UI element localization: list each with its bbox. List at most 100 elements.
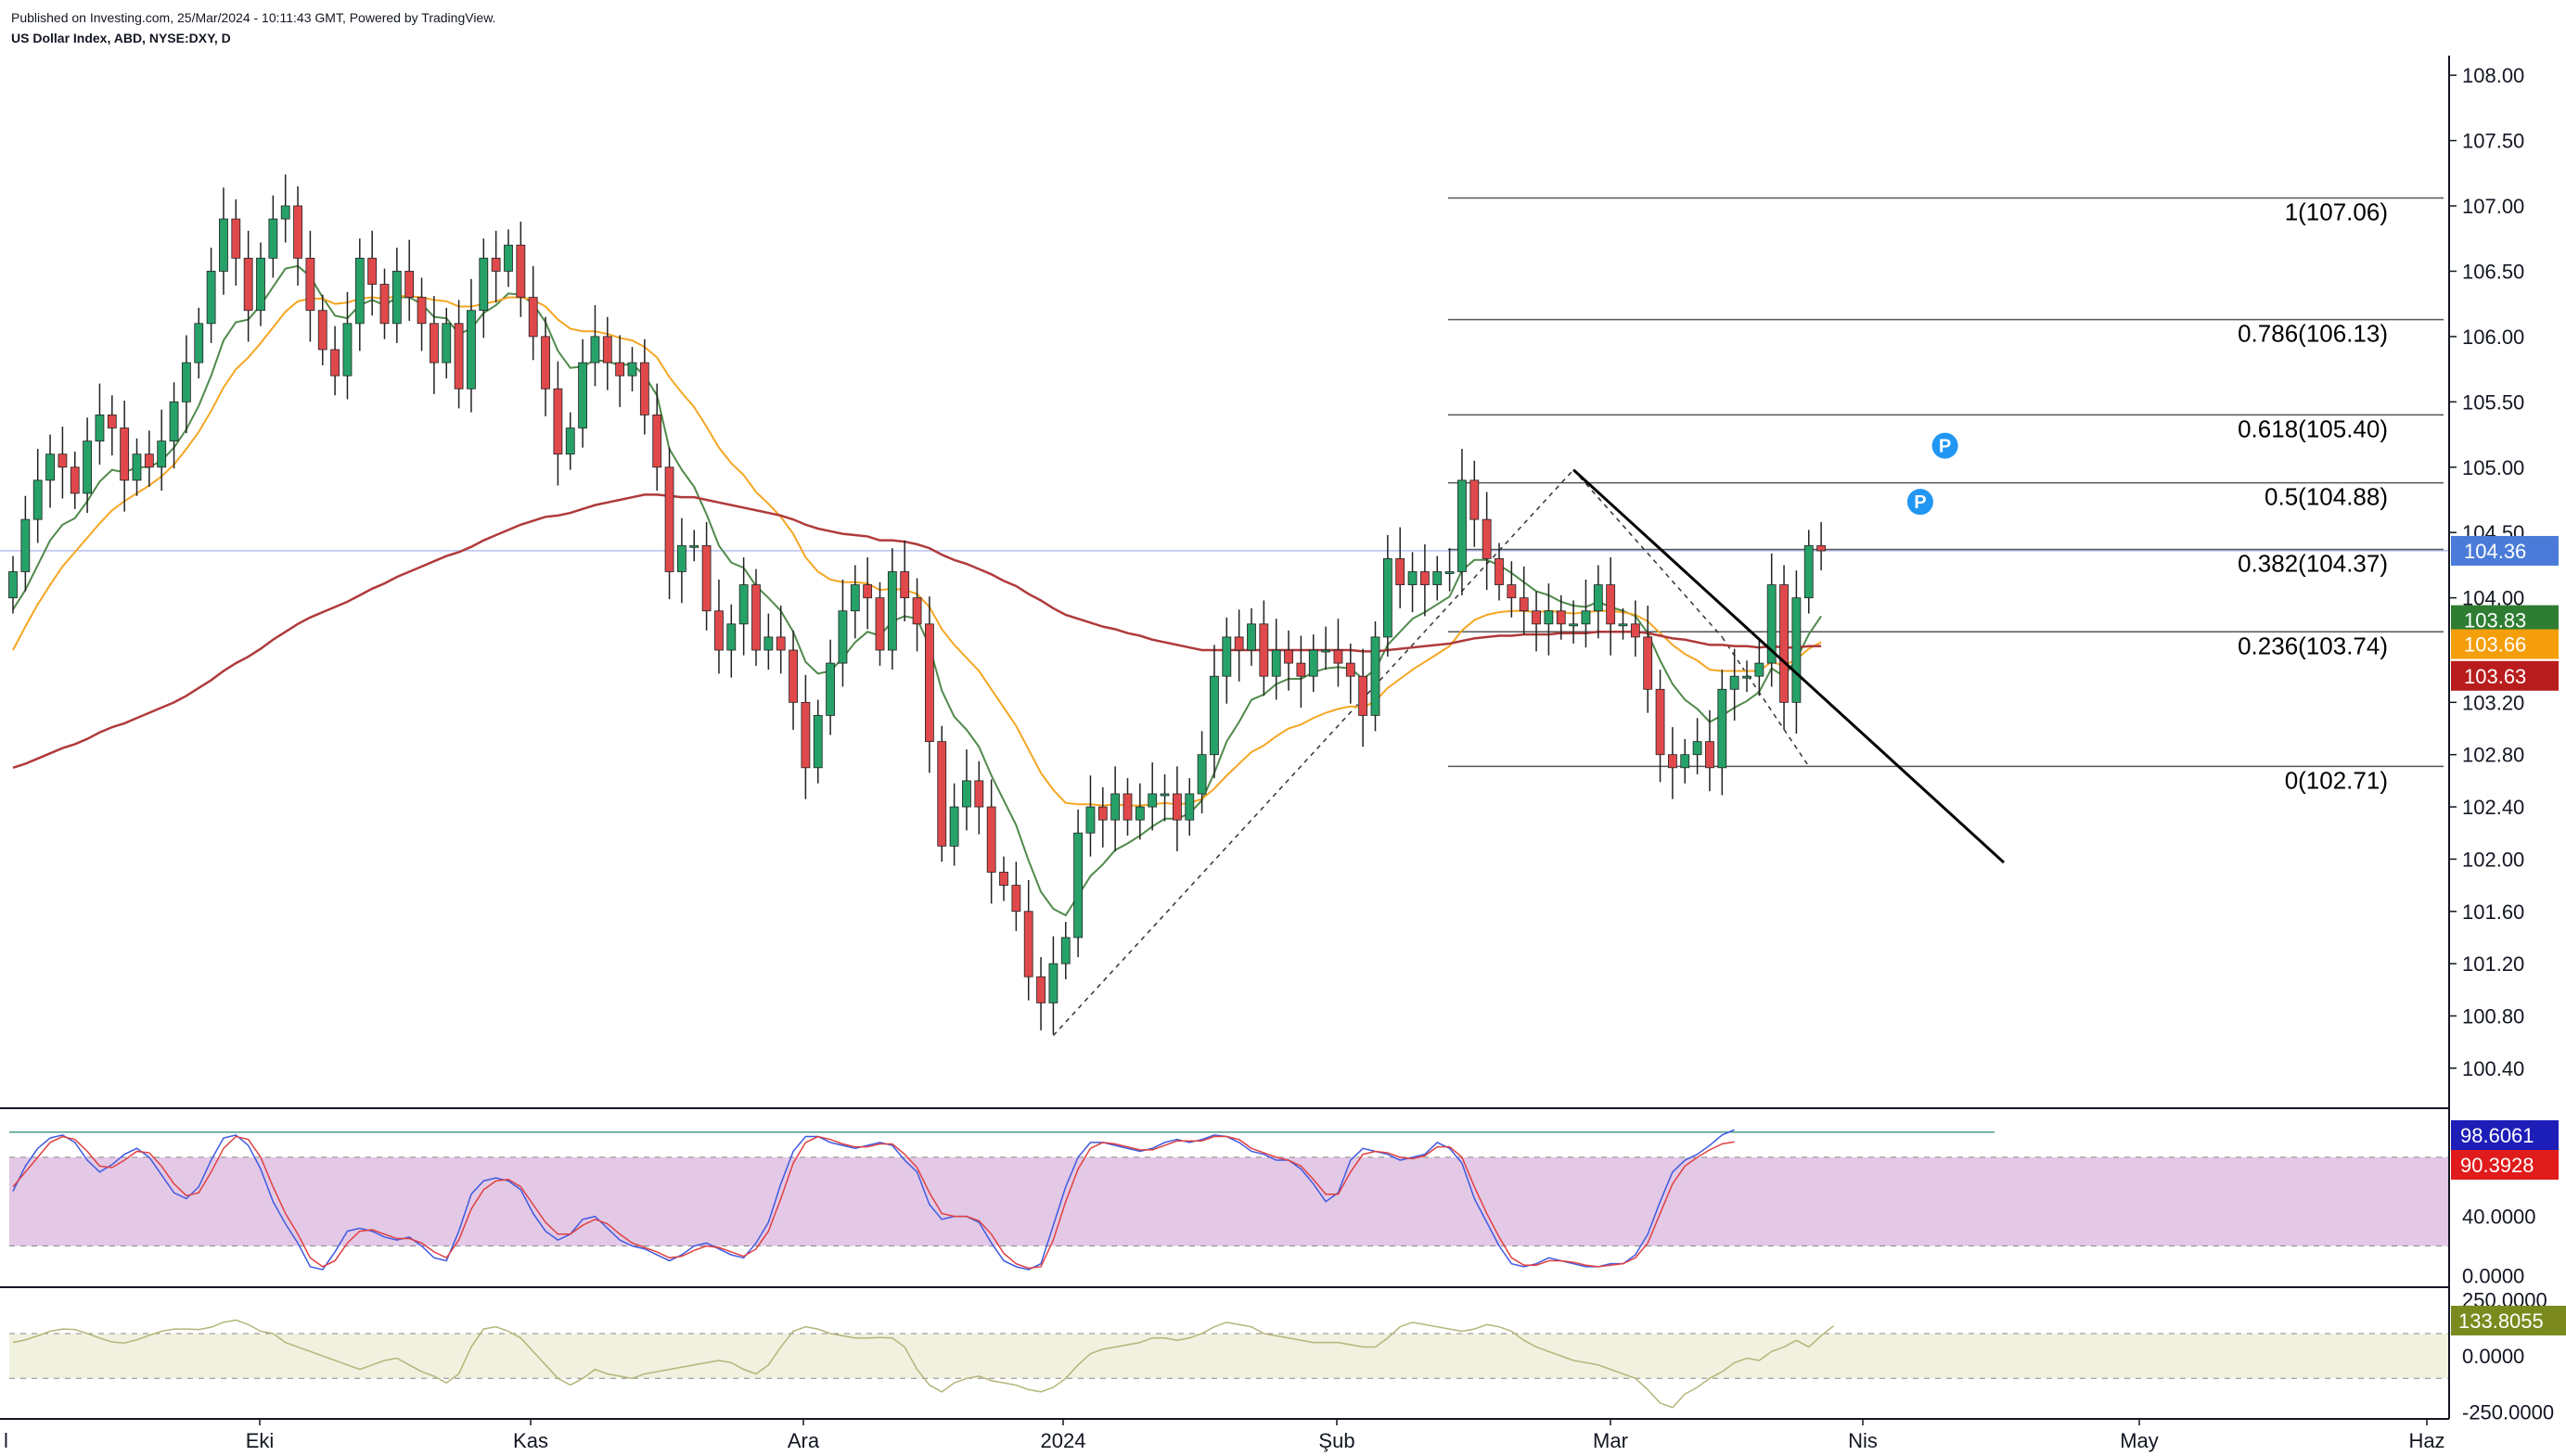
candle-body (763, 636, 774, 651)
candle-body (1333, 649, 1343, 664)
stochastic-badge-label: 98.6061 (2460, 1124, 2534, 1147)
candle-body (58, 453, 68, 468)
candle-body (417, 297, 427, 325)
cci-tick-label: -250.0000 (2462, 1401, 2554, 1424)
pivot-marker-label: P (1914, 492, 1926, 513)
candle-body (689, 544, 699, 548)
candle-body (999, 872, 1008, 886)
y-tick-label: 103.20 (2462, 691, 2524, 714)
candle-body (1321, 649, 1330, 653)
candle-body (1630, 623, 1640, 638)
candle-body (1135, 806, 1145, 821)
candle-body (1593, 584, 1603, 612)
candle-body (1495, 557, 1504, 585)
stochastic-line (12, 1135, 1735, 1270)
candle-body (504, 244, 513, 272)
stochastic-panel[interactable] (9, 1129, 2449, 1271)
fib-swing-up-line (1052, 469, 1574, 1037)
candle-body (317, 310, 327, 351)
trend-line (1572, 468, 2006, 864)
candle-body (1271, 649, 1281, 677)
candle-body (1185, 793, 1195, 821)
candle-body (45, 453, 55, 481)
candle-body (491, 257, 501, 272)
stochastic-tick-label: 0.0000 (2462, 1264, 2524, 1287)
x-tick-label: May (2120, 1429, 2159, 1452)
candle-body (726, 623, 737, 651)
candle-body (1370, 636, 1380, 716)
candle-body (293, 205, 302, 259)
candle-body (1073, 832, 1083, 939)
candle-body (181, 362, 191, 402)
candle-body (467, 310, 476, 390)
x-tick-label: Kas (513, 1429, 548, 1452)
candle-body (330, 349, 340, 377)
candle-body (826, 662, 835, 716)
fib-swing-down-line (1721, 636, 1810, 767)
candle-body (70, 466, 80, 494)
candle-body (900, 571, 910, 599)
candle-body (912, 597, 922, 625)
cci-panel[interactable] (9, 1319, 2449, 1409)
candle-body (1085, 806, 1096, 834)
price-panel[interactable]: 1(107.06) 0.786(106.13) 0.618(105.40) 0.5(1… (0, 174, 2449, 1037)
candle-body (962, 780, 971, 808)
chart-header: Published on Investing.com, 25/Mar/2024 … (11, 7, 495, 48)
candle-body (1048, 963, 1058, 1003)
y-tick-label: 106.50 (2462, 260, 2524, 283)
candle-body (1110, 793, 1121, 821)
candle-body (268, 218, 278, 259)
y-tick-label: 102.80 (2462, 744, 2524, 767)
candle-body (1705, 741, 1714, 769)
candle-body (751, 584, 761, 651)
candle-body (1420, 571, 1430, 585)
candle-body (738, 584, 749, 625)
cci-badge-label: 133.8055 (2458, 1309, 2544, 1333)
candle-body (1197, 754, 1207, 795)
price-badge-label: 104.36 (2464, 540, 2526, 563)
candle-body (1519, 597, 1529, 612)
candle-body (1779, 584, 1789, 703)
stochastic-badge (2451, 1120, 2559, 1150)
candle-body (627, 362, 637, 377)
candle-body (1023, 911, 1033, 977)
stochastic-tick-label: 40.0000 (2462, 1206, 2536, 1229)
price-badge (2451, 660, 2559, 691)
candle-body (206, 271, 216, 325)
price-badge-label: 103.66 (2464, 633, 2526, 657)
candle-body (1160, 793, 1170, 797)
candle-body (639, 362, 649, 415)
cci-badge (2451, 1306, 2566, 1335)
candle-body (1259, 623, 1269, 677)
candle-body (442, 323, 452, 364)
candle-body (169, 401, 179, 441)
y-tick-label: 107.50 (2462, 130, 2524, 153)
published-note: Published on Investing.com, 25/Mar/2024 … (11, 10, 496, 25)
candle-body (701, 544, 712, 612)
y-tick-label: 107.00 (2462, 195, 2524, 218)
candle-body (219, 218, 228, 272)
x-tick-label: Eki (246, 1429, 275, 1452)
candle-body (107, 415, 117, 428)
candle-body (813, 715, 823, 769)
candle-body (1469, 479, 1480, 520)
x-tick-label: Haz (2408, 1429, 2444, 1452)
candle-body (1569, 623, 1578, 627)
candle-body (1803, 544, 1814, 599)
price-badge (2451, 629, 2559, 659)
candle-body (1210, 675, 1219, 756)
fib-level-label: 0.5(104.88) (2264, 483, 2388, 511)
candle-body (1556, 610, 1566, 625)
candle-body (1766, 584, 1777, 664)
candle-body (1432, 571, 1443, 585)
candle-body (120, 428, 130, 481)
candle-body (602, 336, 612, 364)
candle-body (776, 636, 786, 651)
candle-body (1729, 675, 1739, 690)
candle-body (1444, 571, 1455, 574)
candle-body (144, 453, 154, 468)
candle-body (83, 441, 92, 494)
candle-body (231, 218, 241, 259)
candle-body (887, 571, 897, 651)
